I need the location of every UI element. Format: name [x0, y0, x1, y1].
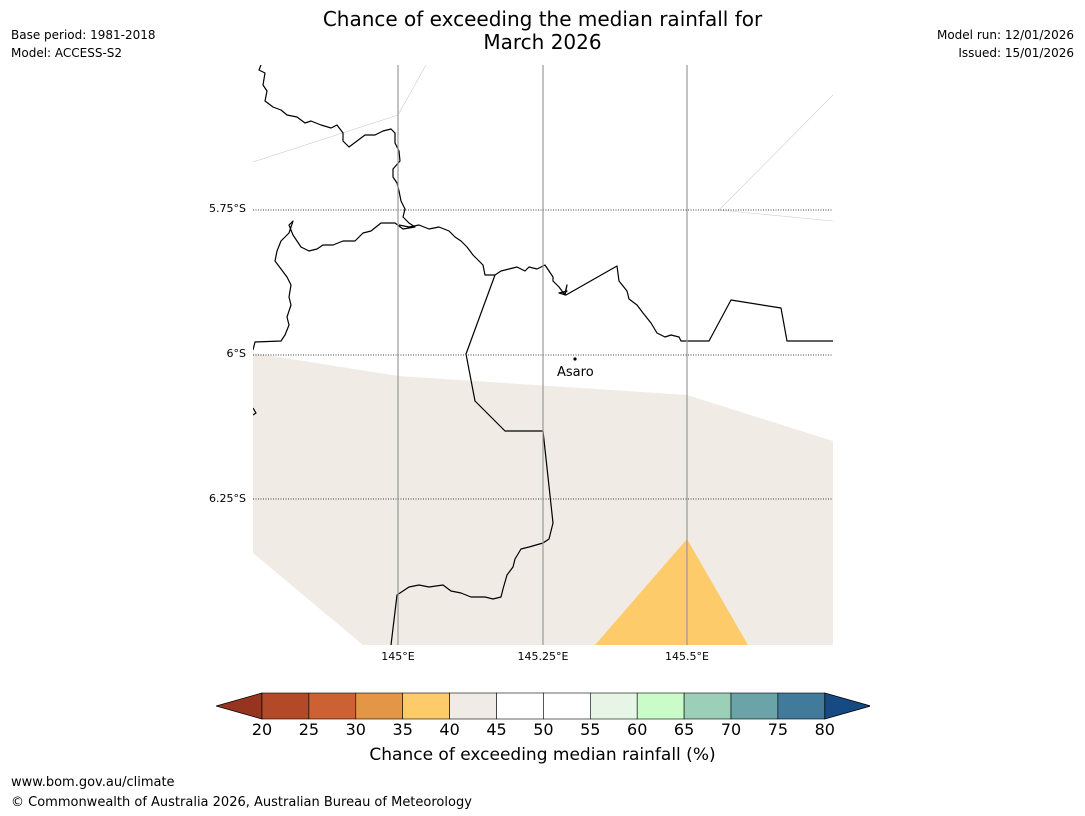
colorbar-tick: 30	[345, 720, 366, 739]
colorbar-tick: 80	[814, 720, 835, 739]
colorbar-segment	[261, 692, 310, 720]
colorbar-segment	[496, 692, 544, 720]
place-label-asaro: Asaro	[557, 365, 594, 380]
colorbar-segment	[730, 692, 779, 720]
probability-band-35-40	[595, 539, 748, 645]
colorbar-tick: 45	[486, 720, 507, 739]
colorbar-arrow-high	[824, 692, 870, 720]
lat-label-1: 5.75°S	[209, 202, 246, 215]
metadata-left: Base period: 1981-2018 Model: ACCESS-S2	[11, 26, 156, 62]
colorbar	[216, 692, 870, 720]
colorbar-segment	[543, 692, 591, 720]
boundary-diagonal	[390, 274, 554, 645]
lat-label-3: 6.25°S	[209, 492, 246, 505]
lon-label-3: 145.5°E	[665, 650, 709, 663]
metadata-right: Model run: 12/01/2026 Issued: 15/01/2026	[937, 26, 1074, 62]
footer-url[interactable]: www.bom.gov.au/climate	[11, 775, 175, 790]
colorbar-tick: 55	[580, 720, 601, 739]
colorbar-tick: 75	[767, 720, 789, 739]
colorbar-arrow-low	[216, 692, 263, 720]
colorbar-segment	[636, 692, 685, 720]
colorbar-segment	[683, 692, 732, 720]
colorbar-title: Chance of exceeding median rainfall (%)	[369, 745, 716, 765]
colorbar-segment	[589, 692, 638, 720]
colorbar-tick: 20	[251, 720, 273, 739]
colorbar-segment	[402, 692, 450, 720]
colorbar-tick: 25	[298, 720, 320, 739]
chart-title: Chance of exceeding the median rainfall …	[0, 8, 1085, 54]
boundary-west-stub	[253, 407, 257, 416]
title-line-2: March 2026	[483, 30, 602, 54]
rainfall-map[interactable]	[253, 65, 833, 645]
faint-edges	[253, 65, 833, 222]
colorbar-segment	[355, 692, 404, 720]
lon-label-2: 145.25°E	[517, 650, 569, 663]
colorbar-tick: 40	[439, 720, 460, 739]
footer-copyright: © Commonwealth of Australia 2026, Austra…	[11, 795, 472, 810]
longitude-gridlines	[397, 65, 688, 645]
asaro-marker[interactable]	[573, 357, 577, 361]
boundary-central	[398, 224, 833, 342]
lon-label-1: 145°E	[381, 650, 415, 663]
colorbar-tick: 35	[392, 720, 413, 739]
colorbar-tick: 65	[673, 720, 695, 739]
colorbar-segment	[777, 692, 826, 720]
title-line-1: Chance of exceeding the median rainfall …	[322, 7, 763, 31]
colorbar-tick: 50	[533, 720, 554, 739]
colorbar-tick: 60	[627, 720, 648, 739]
lat-label-2: 6°S	[226, 347, 246, 360]
colorbar-segments	[216, 692, 870, 720]
province-boundaries	[253, 65, 833, 645]
model-run: Model run: 12/01/2026	[936, 28, 1074, 42]
colorbar-tick: 70	[720, 720, 742, 739]
colorbar-segment	[308, 692, 357, 720]
colorbar-segment	[449, 692, 497, 720]
base-period: Base period: 1981-2018	[11, 28, 156, 42]
boundary-north	[253, 65, 416, 351]
model-name: Model: ACCESS-S2	[11, 46, 123, 60]
issued-date: Issued: 15/01/2026	[958, 46, 1074, 60]
